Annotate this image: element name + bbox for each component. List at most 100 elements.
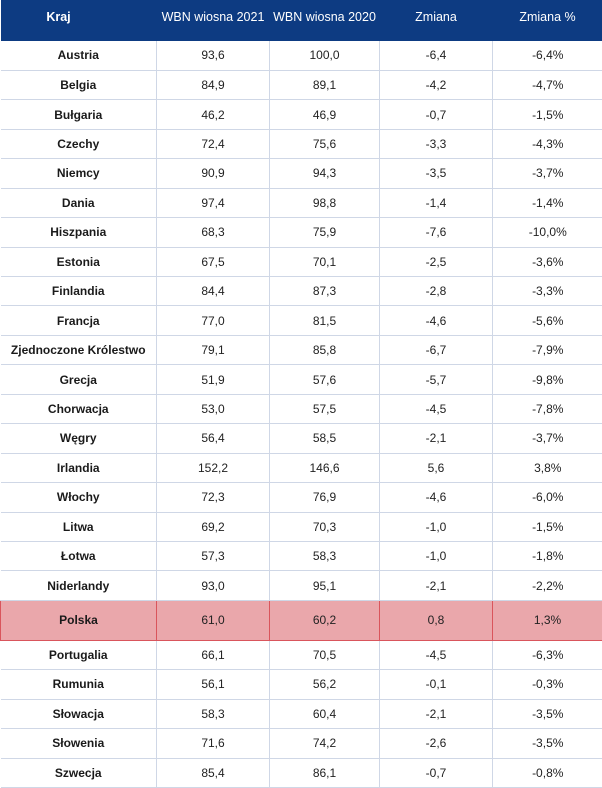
cell-change-pct: -7,8%: [493, 394, 602, 423]
cell-change-pct: -3,7%: [493, 159, 602, 188]
cell-change: -5,7: [380, 365, 493, 394]
cell-country: Czechy: [1, 129, 157, 158]
cell-wbn-2020: 100,0: [270, 41, 380, 70]
cell-change: -2,1: [380, 699, 493, 728]
cell-country: Chorwacja: [1, 394, 157, 423]
cell-change-pct: -1,5%: [493, 512, 602, 541]
cell-wbn-2021: 56,1: [157, 670, 270, 699]
cell-wbn-2020: 75,9: [270, 218, 380, 247]
cell-country: Estonia: [1, 247, 157, 276]
cell-country: Słowenia: [1, 729, 157, 758]
cell-change: -2,5: [380, 247, 493, 276]
header-change: Zmiana: [380, 0, 493, 41]
cell-country: Słowacja: [1, 699, 157, 728]
cell-wbn-2020: 146,6: [270, 453, 380, 482]
cell-wbn-2021: 97,4: [157, 188, 270, 217]
cell-wbn-2020: 85,8: [270, 335, 380, 364]
cell-wbn-2021: 77,0: [157, 306, 270, 335]
cell-change: -0,7: [380, 100, 493, 129]
cell-change: -3,3: [380, 129, 493, 158]
cell-wbn-2021: 56,4: [157, 424, 270, 453]
cell-country: Irlandia: [1, 453, 157, 482]
cell-change-pct: -3,5%: [493, 699, 602, 728]
cell-wbn-2020: 74,2: [270, 729, 380, 758]
cell-change-pct: -2,2%: [493, 571, 602, 600]
table-header: Kraj WBN wiosna 2021 WBN wiosna 2020 Zmi…: [1, 0, 602, 41]
cell-wbn-2021: 51,9: [157, 365, 270, 394]
cell-change: -2,8: [380, 277, 493, 306]
cell-wbn-2020: 57,5: [270, 394, 380, 423]
cell-country: Zjednoczone Królestwo: [1, 335, 157, 364]
cell-wbn-2021: 72,4: [157, 129, 270, 158]
cell-wbn-2021: 84,9: [157, 70, 270, 99]
cell-wbn-2020: 60,2: [270, 600, 380, 640]
cell-wbn-2020: 70,1: [270, 247, 380, 276]
cell-wbn-2021: 69,2: [157, 512, 270, 541]
cell-country: Austria: [1, 41, 157, 70]
cell-change-pct: -9,8%: [493, 365, 602, 394]
header-wbn-2021: WBN wiosna 2021: [157, 0, 270, 41]
cell-country: Węgry: [1, 424, 157, 453]
cell-wbn-2021: 58,3: [157, 699, 270, 728]
cell-wbn-2020: 70,5: [270, 640, 380, 669]
cell-wbn-2021: 53,0: [157, 394, 270, 423]
cell-change: -4,6: [380, 483, 493, 512]
cell-change-pct: -1,5%: [493, 100, 602, 129]
cell-wbn-2021: 66,1: [157, 640, 270, 669]
cell-change: -4,2: [380, 70, 493, 99]
cell-wbn-2021: 61,0: [157, 600, 270, 640]
cell-wbn-2020: 60,4: [270, 699, 380, 728]
cell-country: Grecja: [1, 365, 157, 394]
cell-change: -4,5: [380, 640, 493, 669]
cell-wbn-2021: 152,2: [157, 453, 270, 482]
cell-change: -2,6: [380, 729, 493, 758]
cell-change-pct: -0,3%: [493, 670, 602, 699]
cell-country: Niderlandy: [1, 571, 157, 600]
cell-change-pct: -3,5%: [493, 729, 602, 758]
cell-country: Szwecja: [1, 758, 157, 787]
cell-country: Dania: [1, 188, 157, 217]
cell-change: -3,5: [380, 159, 493, 188]
cell-change-pct: -1,4%: [493, 188, 602, 217]
cell-change-pct: -4,3%: [493, 129, 602, 158]
cell-wbn-2020: 89,1: [270, 70, 380, 99]
cell-wbn-2021: 93,0: [157, 571, 270, 600]
cell-change: -2,1: [380, 571, 493, 600]
cell-country: Litwa: [1, 512, 157, 541]
cell-country: Niemcy: [1, 159, 157, 188]
cell-change-pct: -3,6%: [493, 247, 602, 276]
cell-change: -4,6: [380, 306, 493, 335]
cell-wbn-2020: 58,3: [270, 541, 380, 570]
cell-wbn-2021: 72,3: [157, 483, 270, 512]
cell-country: Bułgaria: [1, 100, 157, 129]
cell-country: Finlandia: [1, 277, 157, 306]
cell-wbn-2021: 84,4: [157, 277, 270, 306]
cell-change-pct: -1,8%: [493, 541, 602, 570]
cell-wbn-2020: 87,3: [270, 277, 380, 306]
cell-wbn-2020: 76,9: [270, 483, 380, 512]
header-change-pct: Zmiana %: [493, 0, 602, 41]
cell-change: -1,0: [380, 512, 493, 541]
cell-wbn-2021: 57,3: [157, 541, 270, 570]
cell-change-pct: -7,9%: [493, 335, 602, 364]
cell-change: -1,4: [380, 188, 493, 217]
cell-change-pct: -6,4%: [493, 41, 602, 70]
cell-wbn-2020: 70,3: [270, 512, 380, 541]
cell-change: -7,6: [380, 218, 493, 247]
header-country: Kraj: [1, 0, 157, 41]
cell-change: -4,5: [380, 394, 493, 423]
